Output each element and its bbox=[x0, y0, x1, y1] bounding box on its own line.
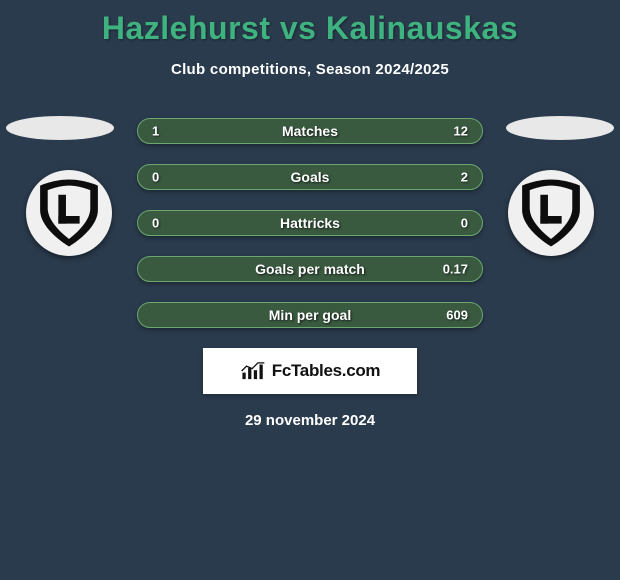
stat-label: Hattricks bbox=[280, 215, 340, 231]
page-title: Hazlehurst vs Kalinauskas bbox=[0, 0, 620, 47]
stat-label: Goals bbox=[291, 169, 330, 185]
right-platform-ellipse bbox=[506, 116, 614, 140]
right-club-badge bbox=[508, 170, 594, 256]
stats-list: 1 Matches 12 0 Goals 2 0 Hattricks 0 Goa… bbox=[137, 118, 483, 348]
stat-label: Matches bbox=[282, 123, 338, 139]
bar-chart-icon bbox=[240, 360, 266, 382]
stat-row: 1 Matches 12 bbox=[137, 118, 483, 144]
stat-right-value: 0.17 bbox=[443, 262, 468, 277]
stat-right-value: 609 bbox=[446, 308, 468, 323]
stat-row: Goals per match 0.17 bbox=[137, 256, 483, 282]
brand-box[interactable]: FcTables.com bbox=[203, 348, 417, 394]
stat-row: Min per goal 609 bbox=[137, 302, 483, 328]
stat-right-value: 12 bbox=[454, 124, 468, 139]
comparison-arena: 1 Matches 12 0 Goals 2 0 Hattricks 0 Goa… bbox=[0, 102, 620, 342]
stat-right-value: 0 bbox=[461, 216, 468, 231]
left-platform-ellipse bbox=[6, 116, 114, 140]
left-club-badge bbox=[26, 170, 112, 256]
stat-label: Goals per match bbox=[255, 261, 365, 277]
stat-label: Min per goal bbox=[269, 307, 351, 323]
subtitle: Club competitions, Season 2024/2025 bbox=[0, 61, 620, 78]
stat-right-value: 2 bbox=[461, 170, 468, 185]
brand-label: FcTables.com bbox=[272, 361, 381, 381]
shield-icon bbox=[513, 175, 589, 251]
shield-icon bbox=[31, 175, 107, 251]
stat-left-value: 1 bbox=[152, 124, 159, 139]
stat-left-value: 0 bbox=[152, 216, 159, 231]
stat-row: 0 Hattricks 0 bbox=[137, 210, 483, 236]
stat-row: 0 Goals 2 bbox=[137, 164, 483, 190]
stat-left-value: 0 bbox=[152, 170, 159, 185]
date-label: 29 november 2024 bbox=[0, 412, 620, 429]
